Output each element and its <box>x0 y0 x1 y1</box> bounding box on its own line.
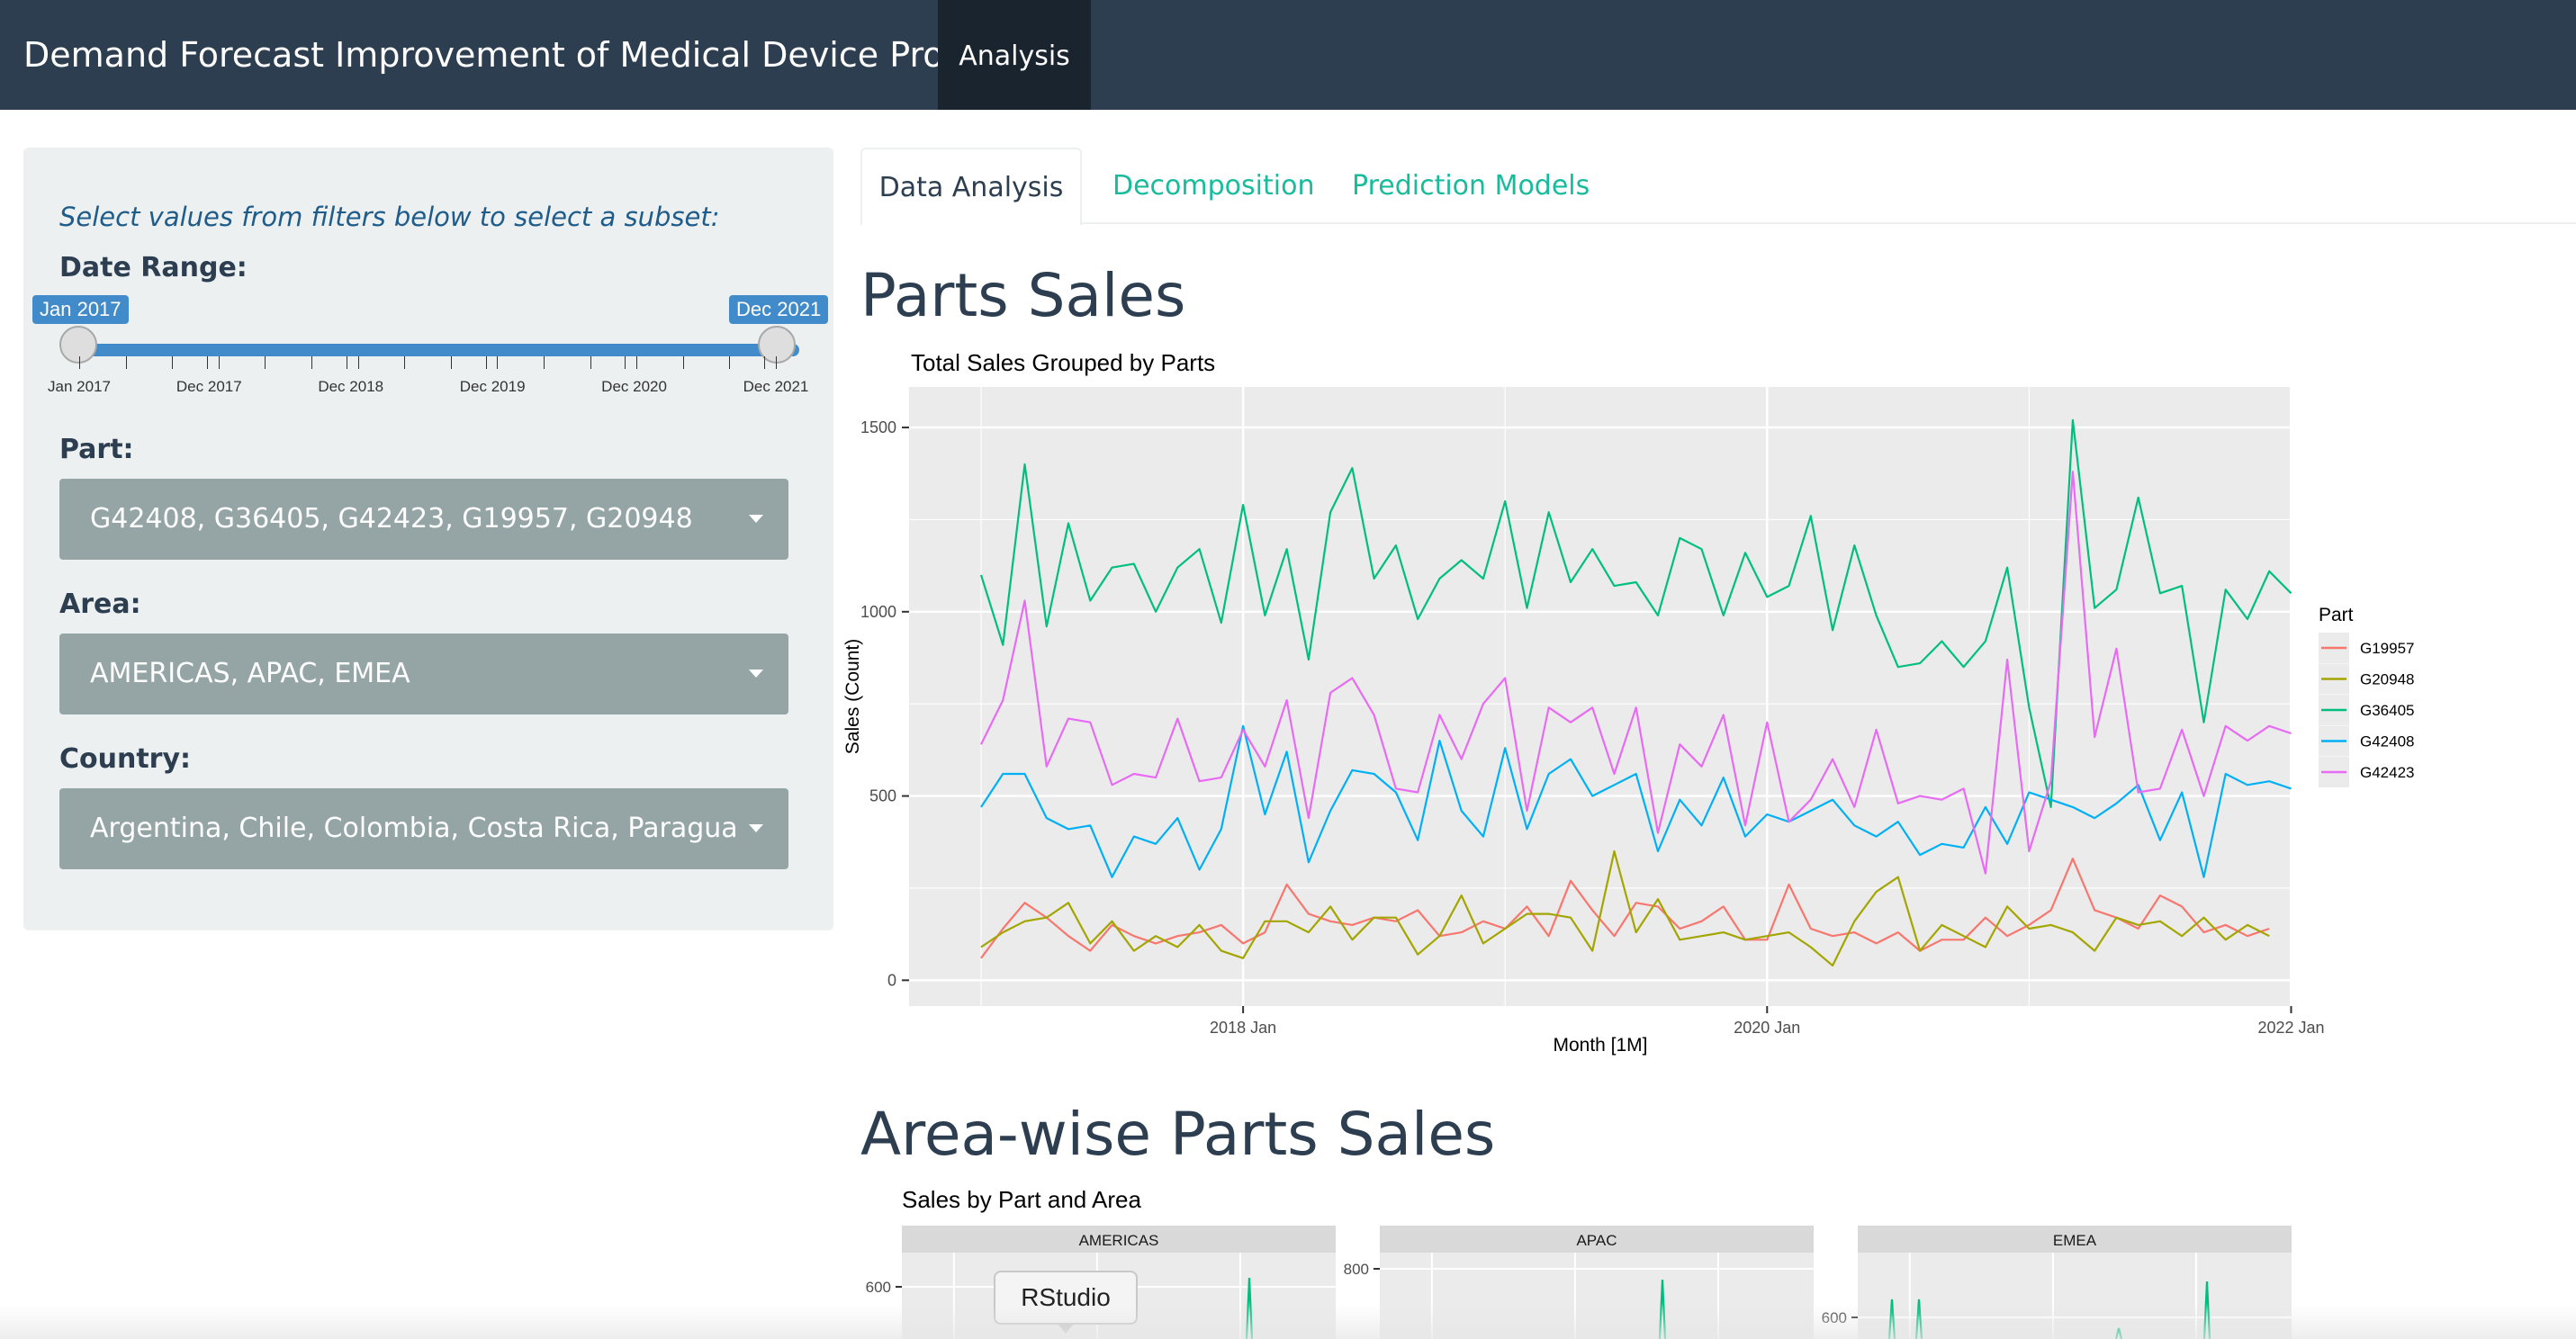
facet-strip-emea <box>1858 1226 2292 1253</box>
tab-decomposition[interactable]: Decomposition <box>1112 170 1315 202</box>
tabs-divider <box>860 222 2576 224</box>
slider-tick <box>404 356 406 369</box>
slider-tick <box>206 356 208 369</box>
chart-legend: Part G19957 G20948 G36405 G42408 G42423 <box>2319 605 2415 787</box>
slider-tick <box>729 356 731 369</box>
facet-panel-apac <box>1380 1253 1814 1339</box>
legend-label-G42423: G42423 <box>2360 764 2415 781</box>
chevron-down-icon <box>749 515 763 523</box>
section-heading-parts-sales: Parts Sales <box>860 261 1186 330</box>
chevron-down-icon <box>749 670 763 678</box>
nav-tab-analysis[interactable]: Analysis <box>938 0 1091 110</box>
date-range-from-handle[interactable] <box>59 326 97 364</box>
facet-y-tick-label: 800 <box>1344 1261 1369 1278</box>
tab-data-analysis[interactable]: Data Analysis <box>860 148 1082 225</box>
date-range-label: Date Range: <box>59 252 248 283</box>
country-select-value: Argentina, Chile, Colombia, Costa Rica, … <box>90 813 738 844</box>
chart-title-total-sales: Total Sales Grouped by Parts <box>911 349 1216 376</box>
y-tick-label: 0 <box>887 971 896 989</box>
rstudio-tooltip: RStudio <box>994 1271 1138 1334</box>
legend-title: Part <box>2319 605 2354 625</box>
slider-tick-label: Dec 2021 <box>743 378 809 395</box>
plot-panel <box>909 387 2290 1006</box>
date-range-slider-track[interactable] <box>79 344 799 356</box>
filter-hint: Select values from filters below to sele… <box>59 202 720 232</box>
country-label: Country: <box>59 743 192 775</box>
chart-title-sales-by-area: Sales by Part and Area <box>902 1186 1141 1213</box>
navbar: Demand Forecast Improvement of Medical D… <box>0 0 2576 110</box>
slider-tick <box>218 356 220 369</box>
slider-tick <box>485 356 487 369</box>
part-select[interactable]: G42408, G36405, G42423, G19957, G20948 <box>59 479 788 560</box>
y-tick-label: 500 <box>869 787 896 805</box>
facet-label-americas: AMERICAS <box>1079 1232 1159 1249</box>
area-select[interactable]: AMERICAS, APAC, EMEA <box>59 634 788 714</box>
country-select[interactable]: Argentina, Chile, Colombia, Costa Rica, … <box>59 788 788 869</box>
slider-tick-label: Dec 2020 <box>601 378 667 395</box>
date-to-badge: Dec 2021 <box>729 295 829 324</box>
facet-label-emea: EMEA <box>2053 1232 2097 1249</box>
slider-tick <box>776 356 777 369</box>
slider-tick <box>79 356 80 369</box>
slider-tick <box>357 356 359 369</box>
facet-y-tick-label: 600 <box>1822 1309 1847 1326</box>
facet-label-apac: APAC <box>1576 1232 1617 1249</box>
y-tick-label: 1500 <box>860 418 896 436</box>
y-axis-label: Sales (Count) <box>842 639 863 754</box>
area-label: Area: <box>59 589 141 620</box>
x-axis-label: Month [1M] <box>1553 1035 1647 1056</box>
legend-label-G36405: G36405 <box>2360 702 2415 719</box>
slider-tick <box>497 356 499 369</box>
slider-tick <box>764 356 766 369</box>
slider-tick-label: Dec 2019 <box>459 378 526 395</box>
series-line-G42423 <box>980 471 2292 875</box>
section-heading-area-wise: Area-wise Parts Sales <box>860 1100 1496 1169</box>
facet-strip-americas <box>902 1226 1336 1253</box>
legend-label-G19957: G19957 <box>2360 640 2415 657</box>
slider-tick-label: Jan 2017 <box>48 378 111 395</box>
slider-tick-label: Dec 2018 <box>318 378 384 395</box>
series-line-G36405 <box>979 418 2292 808</box>
slider-tick <box>625 356 626 369</box>
x-tick-label: 2018 Jan <box>1210 1019 1276 1037</box>
series-line-G42408 <box>980 724 2292 878</box>
area-select-value: AMERICAS, APAC, EMEA <box>90 658 410 689</box>
legend-label-G20948: G20948 <box>2360 671 2415 688</box>
date-from-badge: Jan 2017 <box>32 295 129 324</box>
slider-tick <box>125 356 127 369</box>
slider-tick <box>544 356 545 369</box>
slider-tick <box>311 356 312 369</box>
slider-tick-label: Dec 2017 <box>176 378 242 395</box>
part-select-value: G42408, G36405, G42423, G19957, G20948 <box>90 503 693 535</box>
filter-sidebar: Select values from filters below to sele… <box>23 148 833 930</box>
facet-strip-apac <box>1380 1226 1814 1253</box>
facet-y-tick-label: 600 <box>866 1279 891 1296</box>
date-range-to-handle[interactable] <box>758 326 796 364</box>
series-line-G20948 <box>980 849 2270 967</box>
app-title: Demand Forecast Improvement of Medical D… <box>23 35 1038 75</box>
y-tick-label: 1000 <box>860 603 896 621</box>
slider-tick <box>172 356 174 369</box>
slider-tick <box>265 356 266 369</box>
parts-sales-chart: 0 500 1000 1500 2018 Jan 2020 Jan 2022 Jan Sa… <box>842 387 2415 1056</box>
legend-label-G42408: G42408 <box>2360 733 2415 750</box>
x-tick-label: 2022 Jan <box>2257 1019 2324 1037</box>
tab-prediction-models[interactable]: Prediction Models <box>1352 170 1590 202</box>
x-tick-label: 2020 Jan <box>1734 1019 1800 1037</box>
part-label: Part: <box>59 434 134 465</box>
slider-tick <box>636 356 638 369</box>
series-line-G19957 <box>980 858 2270 959</box>
chevron-down-icon <box>749 824 763 832</box>
slider-tick <box>590 356 591 369</box>
slider-tick <box>450 356 452 369</box>
facet-panel-emea <box>1858 1253 2292 1339</box>
slider-tick <box>682 356 684 369</box>
